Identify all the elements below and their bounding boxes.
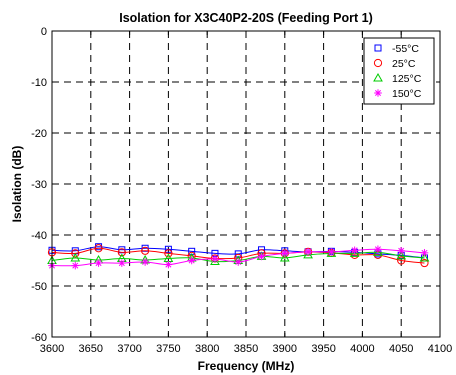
- x-tick-label: 3900: [273, 343, 297, 355]
- data-point: [94, 259, 103, 267]
- x-tick-label: 3750: [156, 343, 180, 355]
- data-point: [70, 252, 81, 262]
- x-tick-label: 3850: [234, 343, 258, 355]
- data-point: [397, 247, 405, 255]
- asterisk-stroke: [328, 248, 335, 255]
- data-point: [396, 250, 407, 260]
- data-point: [420, 258, 429, 268]
- x-tick-label: 3600: [40, 343, 64, 355]
- y-tick-label: -40: [31, 230, 47, 242]
- x-tick-label: 4050: [389, 343, 413, 355]
- x-tick-labels: 3600 3650 3700 3750 3800 3850 3900 3950 4000 4050…: [40, 343, 452, 355]
- data-point: [257, 252, 266, 261]
- data-point: [350, 246, 359, 255]
- data-point: [234, 258, 243, 266]
- data-point: [187, 256, 196, 265]
- legend: -55°C 25°C 125°C 150°C: [363, 37, 435, 105]
- data-point: [71, 249, 80, 258]
- asterisk-stroke: [72, 262, 79, 269]
- data-point: [374, 245, 382, 254]
- asterisk-stroke: [421, 249, 428, 256]
- legend-marker: [373, 72, 383, 82]
- asterisk-stroke: [95, 260, 102, 267]
- y-tick-label: -60: [31, 332, 47, 344]
- data-point: [164, 249, 173, 258]
- y-tick-labels: 0 -10 -20 -30 -40 -50 -60: [31, 26, 47, 344]
- x-tick-label: 4100: [428, 343, 452, 355]
- data-point: [117, 248, 126, 257]
- asterisk-stroke: [351, 247, 358, 254]
- grid-lines: [51, 30, 441, 338]
- x-tick-label: 3950: [311, 343, 335, 355]
- data-point: [279, 252, 290, 262]
- asterisk-stroke: [258, 253, 265, 260]
- asterisk-stroke: [305, 248, 312, 255]
- asterisk-stroke: [235, 259, 242, 266]
- asterisk-stroke: [374, 246, 381, 253]
- y-tick-label: -10: [31, 77, 47, 89]
- chart-title: Isolation for X3C40P2-20S (Feeding Port …: [119, 11, 373, 25]
- legend-marker: [373, 58, 383, 68]
- asterisk-stroke: [398, 247, 405, 254]
- data-point: [211, 255, 219, 263]
- x-tick-label: 4000: [350, 343, 374, 355]
- data-point: [419, 252, 430, 262]
- data-point: [397, 256, 406, 265]
- y-tick-label: 0: [41, 26, 47, 38]
- legend-label: 125°C: [392, 73, 422, 85]
- asterisk-stroke: [118, 260, 125, 267]
- x-tick-label: 3650: [79, 343, 103, 355]
- data-point: [118, 259, 126, 267]
- legend-marker: [374, 89, 382, 97]
- y-axis-label: Isolation (dB): [10, 146, 24, 223]
- legend-label: 25°C: [392, 58, 416, 70]
- asterisk-stroke: [211, 255, 218, 262]
- x-tick-label: 3700: [117, 343, 141, 355]
- asterisk-stroke: [281, 250, 288, 257]
- plot-frame: [51, 30, 441, 338]
- data-point: [420, 249, 429, 257]
- data-point: [164, 260, 173, 269]
- x-tick-label: 3800: [195, 343, 219, 355]
- data-point: [71, 261, 80, 270]
- asterisk-stroke: [188, 257, 195, 264]
- asterisk-stroke: [142, 259, 149, 266]
- legend-label: 150°C: [392, 88, 422, 100]
- y-tick-label: -20: [31, 128, 47, 140]
- data-point: [164, 245, 172, 253]
- series-line: [51, 247, 425, 264]
- y-tick-label: -50: [31, 281, 47, 293]
- asterisk-stroke: [374, 89, 382, 97]
- data-point: [326, 248, 337, 257]
- y-tick-label: -30: [31, 179, 47, 191]
- asterisk-stroke: [165, 261, 172, 268]
- data-point: [327, 248, 336, 256]
- data-point: [141, 246, 150, 255]
- data-point: [94, 244, 103, 253]
- data-point: [281, 249, 289, 258]
- legend-marker: [374, 44, 382, 52]
- legend-label: -55°C: [392, 43, 419, 55]
- data-point: [304, 248, 312, 256]
- data-point: [141, 258, 149, 266]
- x-axis-label: Frequency (MHz): [198, 359, 295, 373]
